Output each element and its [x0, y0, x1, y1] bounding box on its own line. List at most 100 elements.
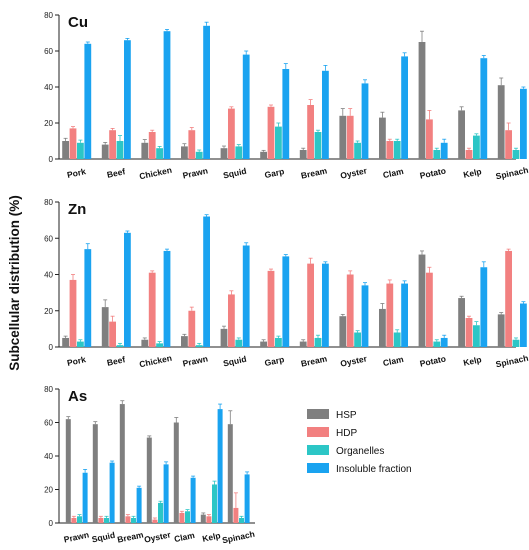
bar-squid-insoluble-fraction	[242, 54, 250, 159]
category-label: Chicken	[138, 165, 172, 182]
bar-prawn-insoluble-fraction	[82, 472, 88, 523]
bar-kelp-hsp	[458, 298, 465, 347]
bar-bream-hsp	[299, 150, 307, 159]
legend: HSP HDP Organelles Insoluble fraction	[307, 409, 412, 475]
bar-pork-hsp	[62, 141, 69, 159]
bar-prawn-insoluble-fraction	[203, 25, 210, 159]
bar-beef-hsp	[101, 144, 109, 159]
bar-squid-insoluble-fraction	[242, 245, 250, 347]
y-tick-label: 80	[44, 198, 53, 207]
y-tick-label: 20	[44, 486, 53, 495]
bar-oyster-hdp	[152, 519, 158, 523]
bar-kelp-insoluble-fraction	[480, 267, 488, 347]
category-label: Pork	[66, 166, 87, 180]
legend-label: HDP	[336, 428, 357, 439]
legend-swatch	[307, 427, 329, 437]
bar-pork-organelles	[77, 142, 84, 159]
bar-squid-hsp	[220, 328, 228, 347]
bar-spinach-hdp	[233, 507, 239, 523]
panel-title: As	[68, 388, 87, 405]
bar-oyster-organelles	[354, 332, 361, 347]
category-label: Pork	[66, 354, 87, 368]
bar-squid-organelles	[104, 517, 109, 523]
bar-pork-hdp	[69, 279, 77, 347]
bar-oyster-hdp	[346, 115, 354, 159]
bar-beef-insoluble-fraction	[124, 40, 131, 160]
y-tick-label: 60	[44, 419, 53, 428]
bar-kelp-organelles	[212, 484, 217, 523]
category-label: Potato	[419, 353, 447, 368]
bar-kelp-organelles	[473, 325, 480, 347]
bar-garp-organelles	[275, 337, 282, 347]
bar-potato-insoluble-fraction	[440, 337, 448, 347]
bar-chicken-insoluble-fraction	[163, 31, 171, 160]
bar-clam-hdp	[179, 512, 185, 523]
bar-spinach-hsp	[497, 314, 505, 347]
legend-label: Organelles	[336, 446, 384, 457]
bar-pork-insoluble-fraction	[84, 249, 92, 347]
y-tick-label: 20	[44, 307, 53, 316]
category-label: Garp	[264, 166, 285, 180]
bar-chicken-hsp	[141, 142, 149, 159]
bar-kelp-organelles	[473, 135, 480, 159]
bar-spinach-organelles	[239, 517, 244, 523]
category-label: Prawn	[182, 354, 209, 369]
bar-prawn-insoluble-fraction	[203, 216, 210, 347]
bar-potato-hdp	[426, 272, 433, 347]
bar-spinach-hdp	[505, 130, 512, 159]
bar-clam-hsp	[379, 117, 386, 159]
category-label: Squid	[91, 530, 116, 545]
category-label: Spinach	[221, 529, 255, 546]
legend-swatch	[307, 463, 329, 473]
category-label: Bream	[116, 529, 144, 544]
bar-spinach-insoluble-fraction	[520, 88, 527, 159]
panel-title: Zn	[68, 201, 86, 218]
bar-prawn-hsp	[181, 146, 188, 159]
y-tick-label: 0	[49, 155, 54, 164]
category-label: Bream	[300, 353, 328, 368]
y-tick-label: 40	[44, 83, 53, 92]
bar-pork-hsp	[62, 337, 69, 347]
category-label: Beef	[106, 166, 126, 180]
bar-bream-hdp	[307, 263, 314, 347]
bar-clam-insoluble-fraction	[401, 56, 408, 159]
y-tick-label: 80	[44, 385, 53, 394]
category-label: Squid	[222, 166, 247, 181]
bar-bream-insoluble-fraction	[136, 487, 142, 523]
bar-kelp-hsp	[458, 110, 465, 159]
bar-prawn-hdp	[188, 310, 196, 347]
bar-kelp-hdp	[465, 318, 473, 347]
panel-cu: 0 20 40 60 80 Cu Pork Beef Chicken Prawn Squid Garp…	[44, 11, 529, 181]
bar-garp-insoluble-fraction	[282, 256, 290, 347]
bar-chicken-hsp	[141, 339, 149, 347]
category-label: Garp	[264, 354, 285, 368]
bar-beef-hsp	[101, 307, 109, 347]
category-label: Kelp	[201, 530, 221, 544]
bar-spinach-organelles	[512, 339, 520, 347]
bar-beef-insoluble-fraction	[124, 232, 131, 347]
bar-clam-hsp	[379, 308, 386, 347]
bar-beef-organelles	[116, 345, 124, 347]
category-label: Kelp	[462, 354, 482, 368]
bar-bream-hdp	[125, 516, 131, 523]
category-label: Chicken	[138, 353, 172, 370]
y-tick-label: 0	[49, 343, 54, 352]
bar-spinach-organelles	[512, 150, 520, 159]
bar-bream-organelles	[314, 132, 322, 159]
bar-squid-hdp	[228, 294, 235, 347]
bar-potato-hsp	[418, 254, 426, 347]
bar-oyster-hsp	[146, 437, 152, 523]
bar-clam-hsp	[173, 422, 179, 523]
bar-chicken-organelles	[156, 343, 163, 347]
bar-pork-hdp	[69, 128, 77, 159]
category-label: Prawn	[182, 166, 209, 181]
bar-garp-hsp	[260, 151, 267, 159]
y-axis-label: Subcellular distribution (%)	[7, 195, 22, 371]
bar-oyster-insoluble-fraction	[361, 285, 369, 347]
bar-potato-organelles	[433, 341, 441, 347]
panel-zn: 0 20 40 60 80 Zn Pork Beef Chicken Prawn Squid Garp…	[44, 198, 529, 369]
bar-garp-hdp	[267, 270, 275, 347]
bar-beef-hdp	[109, 321, 116, 347]
bar-kelp-hdp	[206, 516, 212, 523]
